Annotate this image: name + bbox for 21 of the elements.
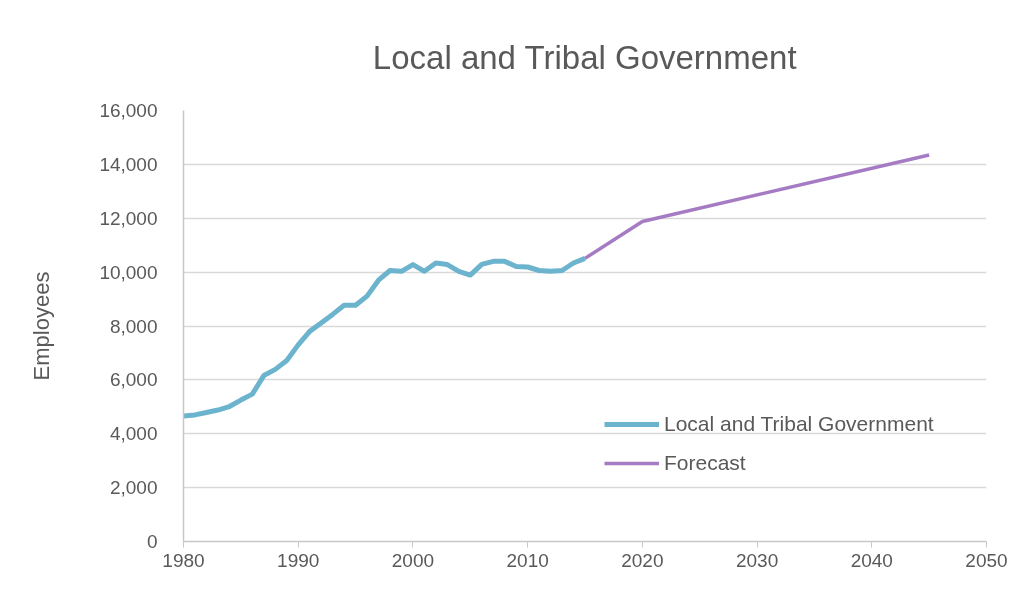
x-tick-label: 2040	[850, 549, 893, 571]
y-tick-label: 16,000	[99, 100, 158, 121]
x-tick-label: 2000	[391, 549, 435, 571]
x-tick-label: 1990	[277, 549, 320, 571]
y-tick-label: 6,000	[109, 369, 158, 391]
y-tick-label: 0	[146, 531, 158, 552]
chart-title: Local and Tribal Government	[372, 38, 797, 76]
x-tick-label: 2050	[965, 549, 1008, 571]
legend-label: Local and Tribal Government	[664, 412, 934, 436]
y-tick-label: 8,000	[109, 315, 158, 337]
legend-label: Forecast	[664, 451, 746, 475]
y-tick-label: 10,000	[99, 261, 158, 283]
y-tick-label: 4,000	[109, 423, 158, 445]
y-tick-label: 14,000	[99, 153, 158, 175]
x-tick-label: 2020	[621, 549, 664, 571]
x-tick-label: 1980	[162, 549, 205, 571]
y-axis-title: Employees	[29, 271, 55, 381]
x-tick-label: 2030	[735, 549, 779, 571]
y-tick-label: 2,000	[109, 477, 158, 499]
y-tick-label: 12,000	[99, 207, 158, 229]
x-tick-label: 2010	[506, 549, 549, 571]
